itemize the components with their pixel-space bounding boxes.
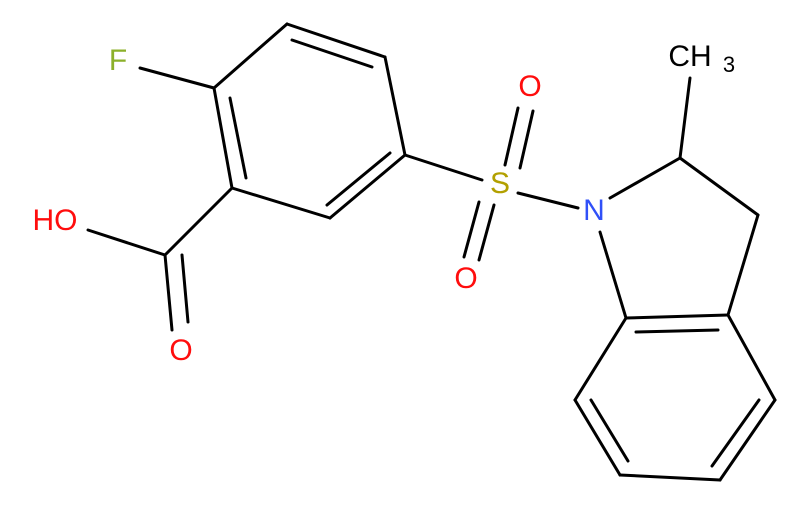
- atom-label: O: [454, 262, 477, 295]
- bond: [710, 398, 761, 468]
- bond: [403, 153, 484, 182]
- bond: [86, 228, 167, 257]
- atom-label: HO: [33, 204, 78, 237]
- bond: [589, 398, 630, 463]
- bond: [608, 156, 682, 200]
- atom-label-subscript: 3: [723, 52, 735, 77]
- bond: [325, 151, 392, 207]
- bond: [726, 313, 777, 402]
- bond: [212, 86, 234, 190]
- bond: [618, 473, 722, 482]
- bond: [503, 106, 520, 167]
- bond: [383, 55, 407, 157]
- bond: [598, 230, 628, 320]
- bond: [163, 253, 174, 332]
- bond: [477, 203, 496, 262]
- bond: [573, 316, 628, 402]
- bond: [678, 76, 692, 160]
- atom-labels: F HO O S O O N CH 3: [33, 40, 736, 367]
- bond: [678, 156, 760, 217]
- bonds: [86, 22, 777, 482]
- bond: [290, 38, 374, 69]
- bond: [180, 253, 190, 324]
- bond: [718, 398, 777, 482]
- bond: [573, 398, 622, 477]
- atom-label: O: [169, 334, 192, 367]
- bond: [212, 22, 289, 90]
- bond: [634, 328, 720, 334]
- bond: [285, 22, 387, 59]
- bond: [228, 96, 248, 180]
- bond: [726, 213, 760, 317]
- atom-label: F: [109, 44, 127, 77]
- atom-label: O: [518, 70, 541, 103]
- bond: [516, 191, 580, 210]
- bond: [624, 313, 730, 320]
- bond: [462, 200, 481, 259]
- atom-label: S: [490, 167, 510, 200]
- bond: [518, 109, 535, 170]
- atom-label: N: [583, 194, 605, 227]
- bond: [328, 153, 407, 220]
- atom-label: CH: [668, 40, 711, 73]
- bond: [163, 186, 234, 257]
- bond: [138, 66, 216, 90]
- bond: [230, 186, 332, 220]
